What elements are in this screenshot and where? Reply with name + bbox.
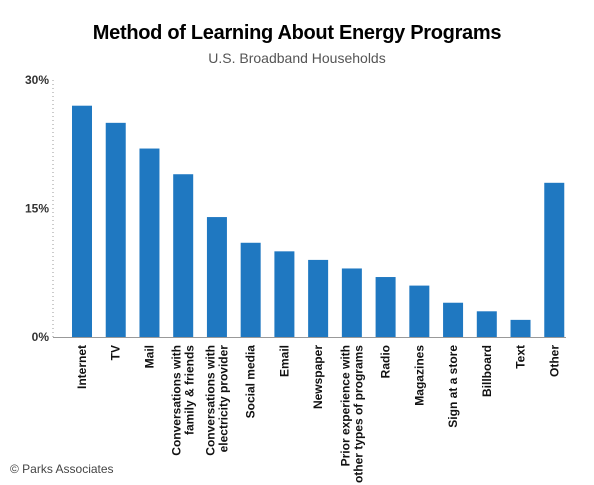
bar bbox=[375, 277, 396, 337]
x-category-label: Email bbox=[277, 345, 291, 377]
bar bbox=[240, 242, 261, 337]
x-category-label: TV bbox=[109, 345, 123, 360]
bar bbox=[206, 217, 227, 337]
x-category-label: Conversations with bbox=[170, 345, 184, 456]
x-category-label: Magazines bbox=[412, 345, 426, 406]
y-tick-label: 15% bbox=[25, 202, 49, 216]
bar bbox=[274, 251, 295, 337]
x-category-label: Mail bbox=[142, 345, 156, 368]
bar bbox=[72, 105, 92, 337]
x-category-label: Billboard bbox=[480, 345, 494, 397]
bar bbox=[341, 268, 362, 337]
x-category-label: Conversations with bbox=[203, 345, 217, 456]
x-category-label: Prior experience with bbox=[338, 345, 352, 466]
x-category-label: Radio bbox=[379, 345, 393, 378]
bar bbox=[173, 174, 194, 337]
bar bbox=[476, 311, 497, 337]
x-category-label: Sign at a store bbox=[446, 345, 460, 428]
x-category-label: Text bbox=[514, 345, 528, 369]
copyright-footer: © Parks Associates bbox=[10, 462, 114, 476]
chart-title: Method of Learning About Energy Programs bbox=[92, 22, 502, 44]
y-tick-label: 0% bbox=[32, 330, 50, 344]
chart-subtitle: U.S. Broadband Households bbox=[208, 50, 386, 66]
bar bbox=[308, 259, 329, 337]
x-category-label: electricity provider bbox=[216, 345, 230, 453]
bar bbox=[409, 285, 430, 337]
bar bbox=[510, 319, 531, 337]
bar bbox=[105, 122, 126, 337]
bar bbox=[544, 182, 565, 337]
x-category-label: family & friends bbox=[183, 345, 197, 435]
x-category-label: Other bbox=[547, 345, 561, 377]
x-category-label: Social media bbox=[244, 345, 258, 419]
x-category-label: other types of programs bbox=[351, 345, 365, 483]
bar bbox=[139, 148, 160, 337]
x-category-label: Newspaper bbox=[311, 345, 325, 409]
bar bbox=[443, 302, 464, 337]
x-category-label: Internet bbox=[75, 345, 89, 389]
y-tick-label: 30% bbox=[25, 73, 49, 87]
